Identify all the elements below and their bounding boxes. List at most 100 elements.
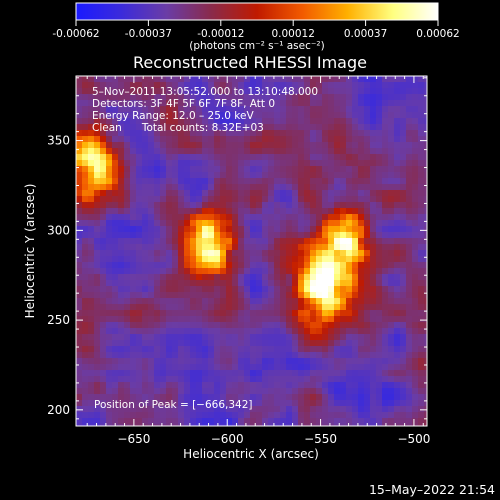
heatmap-cell xyxy=(412,370,418,376)
heatmap-cell xyxy=(298,88,304,94)
heatmap-cell xyxy=(370,316,376,322)
heatmap-cell xyxy=(94,340,100,346)
heatmap-cell xyxy=(166,172,172,178)
heatmap-cell xyxy=(424,370,427,376)
heatmap-cell xyxy=(214,226,220,232)
heatmap-cell xyxy=(160,142,166,148)
heatmap-cell xyxy=(214,238,220,244)
heatmap-cell xyxy=(352,94,358,100)
heatmap-cell xyxy=(280,238,286,244)
heatmap-cell xyxy=(124,310,130,316)
heatmap-cell xyxy=(232,298,238,304)
heatmap-cell xyxy=(256,418,262,424)
heatmap-cell xyxy=(370,418,376,424)
heatmap-cell xyxy=(250,388,256,394)
heatmap-cell xyxy=(106,76,112,82)
heatmap-cell xyxy=(244,160,250,166)
heatmap-cell xyxy=(268,208,274,214)
heatmap-cell xyxy=(412,220,418,226)
heatmap-cell xyxy=(208,226,214,232)
heatmap-cell xyxy=(424,376,427,382)
heatmap-cell xyxy=(76,190,82,196)
heatmap-cell xyxy=(418,286,424,292)
heatmap-cell xyxy=(412,88,418,94)
heatmap-cell xyxy=(286,394,292,400)
heatmap-cell xyxy=(76,196,82,202)
heatmap-cell xyxy=(364,352,370,358)
heatmap-cell xyxy=(208,274,214,280)
heatmap-cell xyxy=(406,346,412,352)
heatmap-cell xyxy=(382,130,388,136)
heatmap-cell xyxy=(334,292,340,298)
heatmap-cell xyxy=(142,208,148,214)
heatmap-cell xyxy=(112,220,118,226)
heatmap-cell xyxy=(412,100,418,106)
heatmap-cell xyxy=(400,400,406,406)
heatmap-cell xyxy=(118,400,124,406)
heatmap-cell xyxy=(160,292,166,298)
heatmap-cell xyxy=(94,376,100,382)
heatmap-cell xyxy=(208,184,214,190)
heatmap-cell xyxy=(298,118,304,124)
heatmap-cell xyxy=(424,142,427,148)
heatmap-cell xyxy=(328,340,334,346)
heatmap-cell xyxy=(376,286,382,292)
heatmap-cell xyxy=(310,208,316,214)
heatmap-cell xyxy=(112,178,118,184)
heatmap-cell xyxy=(388,370,394,376)
heatmap-cell xyxy=(358,376,364,382)
heatmap-cell xyxy=(262,118,268,124)
heatmap-cell xyxy=(172,238,178,244)
heatmap-cell xyxy=(100,394,106,400)
heatmap-cell xyxy=(112,100,118,106)
heatmap-cell xyxy=(346,238,352,244)
heatmap-cell xyxy=(340,76,346,82)
info-line-clean: Clean Total counts: 8.32E+03 xyxy=(92,122,264,134)
heatmap-cell xyxy=(112,124,118,130)
heatmap-cell xyxy=(94,148,100,154)
heatmap-cell xyxy=(94,208,100,214)
heatmap-cell xyxy=(274,100,280,106)
heatmap-cell xyxy=(316,388,322,394)
heatmap-cell xyxy=(394,382,400,388)
heatmap-cell xyxy=(112,292,118,298)
heatmap-cell xyxy=(76,328,82,334)
heatmap-cell xyxy=(226,268,232,274)
heatmap-cell xyxy=(424,346,427,352)
heatmap-cell xyxy=(376,298,382,304)
heatmap-cell xyxy=(226,352,232,358)
heatmap-cell xyxy=(226,412,232,418)
heatmap-cell xyxy=(268,130,274,136)
heatmap-cell xyxy=(328,376,334,382)
heatmap-cell xyxy=(106,382,112,388)
heatmap-cell xyxy=(244,262,250,268)
heatmap-cell xyxy=(382,286,388,292)
heatmap-cell xyxy=(148,196,154,202)
heatmap-cell xyxy=(202,196,208,202)
heatmap-cell xyxy=(316,142,322,148)
heatmap-cell xyxy=(94,118,100,124)
heatmap-cell xyxy=(322,202,328,208)
heatmap-cell xyxy=(238,118,244,124)
heatmap-cell xyxy=(250,328,256,334)
heatmap-cell xyxy=(400,424,406,426)
heatmap-cell xyxy=(196,412,202,418)
heatmap-cell xyxy=(208,136,214,142)
heatmap-cell xyxy=(406,280,412,286)
heatmap-cell xyxy=(328,370,334,376)
heatmap-cell xyxy=(352,394,358,400)
heatmap-cell xyxy=(190,172,196,178)
heatmap-cell xyxy=(352,118,358,124)
heatmap-cell xyxy=(298,220,304,226)
heatmap-cell xyxy=(178,400,184,406)
heatmap-cell xyxy=(274,298,280,304)
heatmap-cell xyxy=(82,160,88,166)
heatmap-cell xyxy=(274,166,280,172)
heatmap-cell xyxy=(178,292,184,298)
heatmap-cell xyxy=(304,100,310,106)
heatmap-cell xyxy=(136,250,142,256)
heatmap-cell xyxy=(184,250,190,256)
heatmap-cell xyxy=(292,196,298,202)
heatmap-cell xyxy=(76,262,82,268)
heatmap-cell xyxy=(190,352,196,358)
